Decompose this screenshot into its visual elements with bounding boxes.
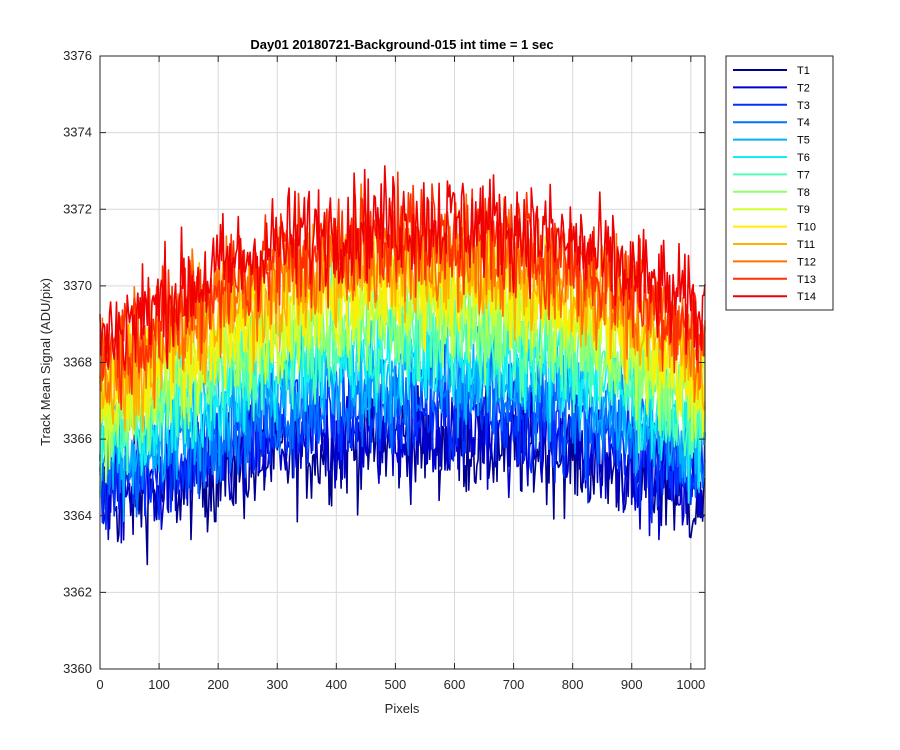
- x-tick-label: 900: [621, 677, 643, 692]
- x-tick-label: 600: [444, 677, 466, 692]
- legend-entry-t9: T9: [797, 204, 810, 216]
- y-tick-label: 3366: [63, 431, 92, 446]
- legend-entry-t8: T8: [797, 187, 810, 199]
- y-tick-label: 3374: [63, 125, 92, 140]
- legend-entry-t14: T14: [797, 291, 816, 303]
- y-tick-label: 3368: [63, 355, 92, 370]
- tick-labels: 0 100 200 300 400 500 600 700 800 900 1000 3360 3362…: [63, 48, 705, 692]
- x-tick-label: 800: [562, 677, 584, 692]
- legend-entry-t5: T5: [797, 135, 810, 147]
- x-tick-label: 1000: [676, 677, 705, 692]
- series-line-t14: [99, 165, 706, 372]
- y-axis-label: Track Mean Signal (ADU/pix): [38, 278, 53, 446]
- legend-box: [725, 55, 834, 311]
- x-tick-label: 100: [148, 677, 170, 692]
- legend-entry-t2: T2: [797, 82, 810, 94]
- legend-entry-t11: T11: [797, 239, 815, 251]
- y-tick-label: 3376: [63, 48, 92, 63]
- chart-title: Day01 20180721-Background-015 int time =…: [250, 37, 553, 52]
- legend-entry-t1: T1: [797, 65, 810, 77]
- y-tick-label: 3360: [63, 661, 92, 676]
- x-tick-label: 300: [266, 677, 288, 692]
- y-tick-label: 3362: [63, 584, 92, 599]
- legend-entry-t10: T10: [797, 222, 816, 234]
- x-axis-label: Pixels: [385, 701, 420, 716]
- legend: T1 T2 T3 T4 T5 T6 T7 T8 T9 T10 T11 T12 T13 T14: [725, 55, 834, 311]
- series-layer: [99, 165, 706, 566]
- y-tick-label: 3364: [63, 508, 92, 523]
- legend-entry-t13: T13: [797, 274, 816, 286]
- x-tick-label: 400: [325, 677, 347, 692]
- y-tick-label: 3372: [63, 201, 92, 216]
- x-tick-label: 0: [96, 677, 103, 692]
- x-tick-label: 500: [385, 677, 407, 692]
- legend-entry-t3: T3: [797, 100, 810, 112]
- x-tick-label: 200: [207, 677, 229, 692]
- legend-entry-t6: T6: [797, 152, 810, 164]
- legend-entry-t12: T12: [797, 256, 816, 268]
- x-tick-label: 700: [503, 677, 525, 692]
- legend-entry-t7: T7: [797, 169, 810, 181]
- tick-marks: [99, 55, 705, 670]
- legend-entry-t4: T4: [797, 117, 810, 129]
- y-tick-label: 3370: [63, 278, 92, 293]
